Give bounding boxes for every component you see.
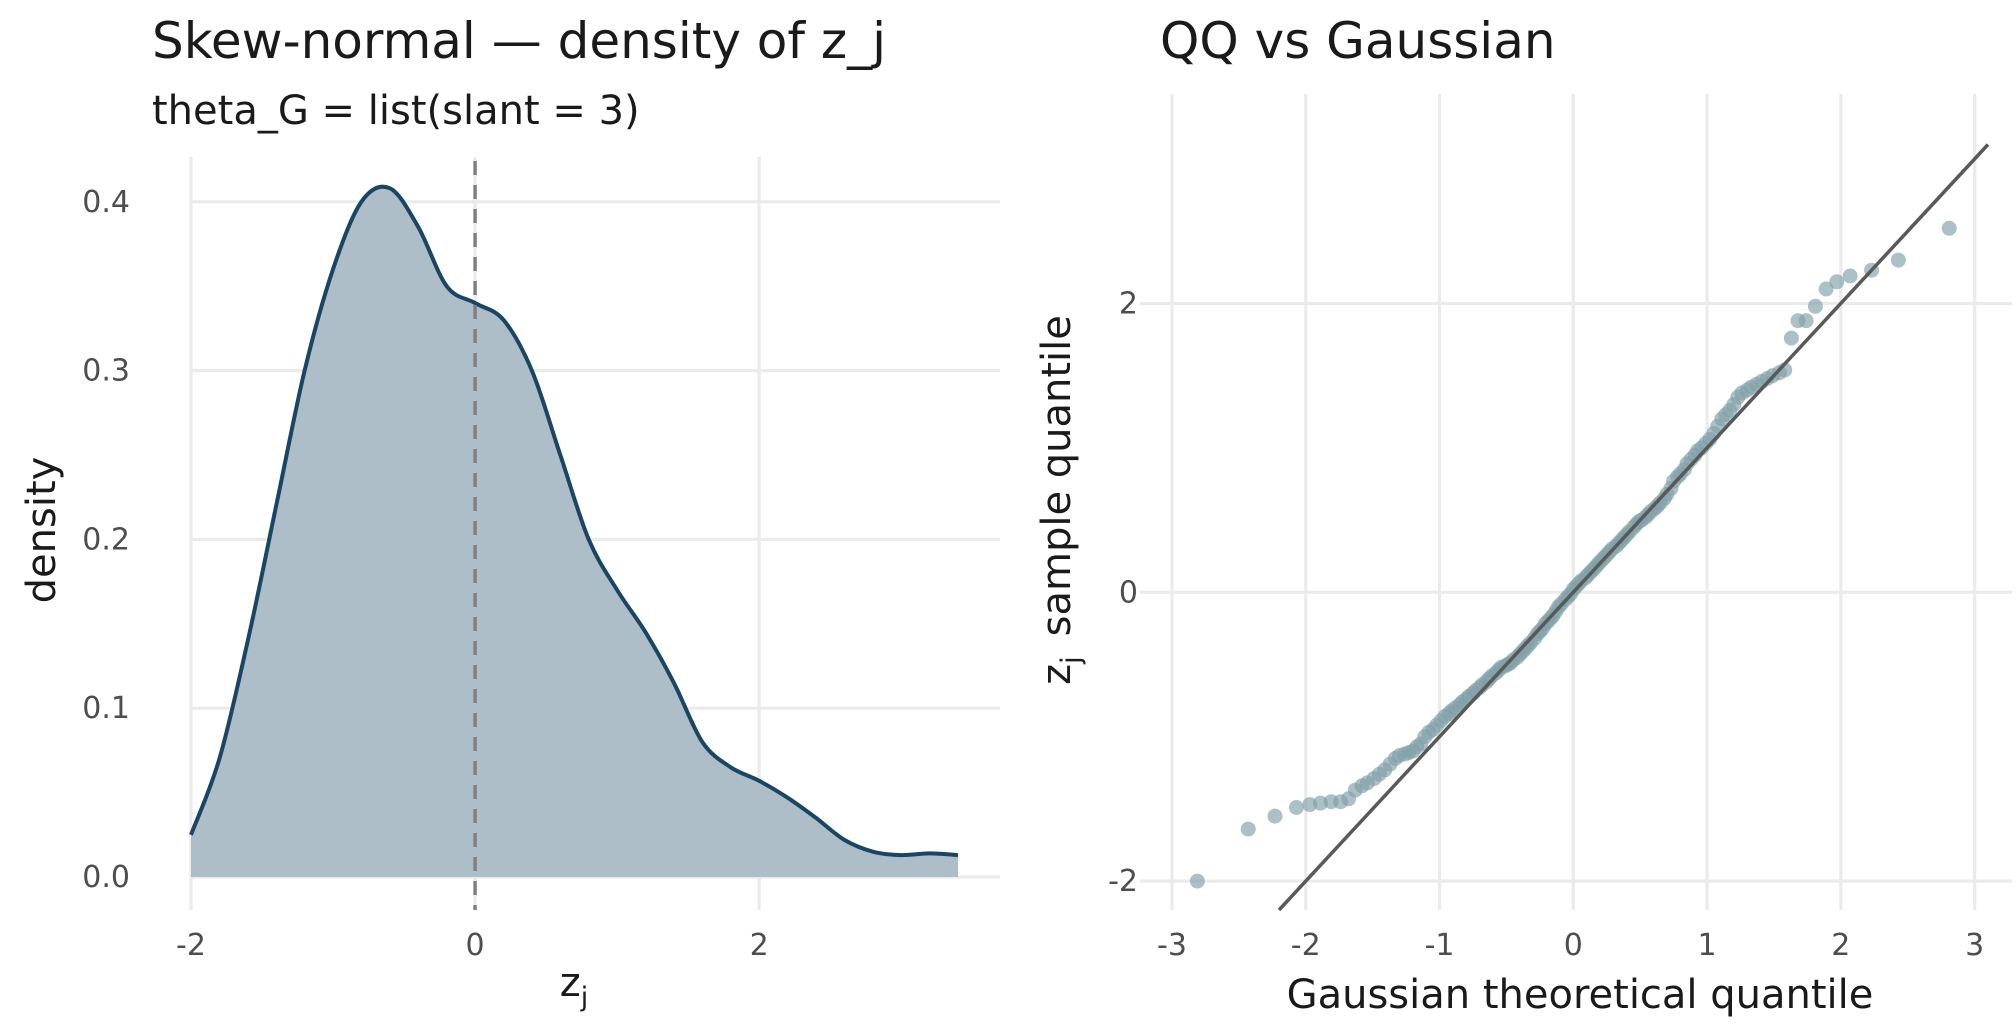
right-gridlines bbox=[1140, 94, 2012, 910]
right-x-tick-label: -2 bbox=[1291, 928, 1321, 963]
right-x-tick-label: -1 bbox=[1425, 928, 1455, 963]
left-x-tick-label: 0 bbox=[466, 928, 485, 963]
qq-point bbox=[1783, 330, 1799, 346]
left-x-axis-title-main: z bbox=[560, 960, 581, 1006]
qq-point bbox=[1807, 298, 1823, 314]
right-x-tick-label: 1 bbox=[1698, 928, 1717, 963]
left-x-axis-title: zj bbox=[560, 960, 589, 1013]
right-panel: -2 0 2 -3 -2 -1 0 1 2 3 QQ vs Gaussian Gaussian t… bbox=[1034, 12, 2012, 1018]
qq-point bbox=[1240, 821, 1256, 837]
right-x-axis-title: Gaussian theoretical quantile bbox=[1287, 972, 1874, 1018]
qq-point bbox=[1941, 220, 1957, 236]
left-x-tick-label: 2 bbox=[750, 928, 769, 963]
left-x-axis-title-subscript: j bbox=[580, 982, 589, 1013]
left-y-axis-title: density bbox=[19, 457, 65, 604]
right-y-axis-title-subscript: j bbox=[1056, 656, 1087, 665]
right-y-axis-title-main: sample quantile bbox=[1034, 315, 1080, 636]
left-tick-labels: 0.0 0.1 0.2 0.3 0.4 -2 0 2 bbox=[82, 185, 768, 963]
qq-point bbox=[1798, 313, 1814, 329]
density-area bbox=[191, 186, 958, 877]
right-x-tick-label: -3 bbox=[1157, 928, 1187, 963]
right-tick-labels: -2 0 2 -3 -2 -1 0 1 2 3 bbox=[1108, 286, 1984, 963]
qq-point bbox=[1842, 268, 1858, 284]
right-y-tick-label: 0 bbox=[1119, 575, 1138, 610]
left-subtitle: theta_G = list(slant = 3) bbox=[152, 88, 640, 134]
right-title: QQ vs Gaussian bbox=[1160, 12, 1556, 70]
left-x-tick-label: -2 bbox=[176, 928, 206, 963]
right-y-tick-label: -2 bbox=[1108, 864, 1138, 899]
qq-point bbox=[1818, 281, 1834, 297]
right-y-tick-label: 2 bbox=[1119, 286, 1138, 321]
left-title: Skew-normal — density of z_j bbox=[152, 12, 886, 70]
right-x-tick-label: 3 bbox=[1965, 928, 1984, 963]
qq-point bbox=[1829, 274, 1845, 290]
right-y-axis-title: zj sample quantile bbox=[1034, 315, 1087, 685]
left-panel: 0.0 0.1 0.2 0.3 0.4 -2 0 2 Skew-normal — densit… bbox=[19, 12, 1000, 1013]
right-x-tick-label: 0 bbox=[1564, 928, 1583, 963]
left-y-tick-label: 0.3 bbox=[82, 354, 130, 389]
qq-point bbox=[1288, 800, 1304, 815]
qq-point bbox=[1189, 873, 1205, 889]
left-y-tick-label: 0.2 bbox=[82, 522, 130, 557]
density-line bbox=[189, 184, 959, 858]
left-y-tick-label: 0.4 bbox=[82, 185, 130, 220]
left-y-tick-label: 0.1 bbox=[82, 691, 130, 726]
qq-point bbox=[1890, 252, 1906, 268]
qq-reference-line bbox=[1277, 143, 1990, 912]
left-y-tick-label: 0.0 bbox=[82, 860, 130, 895]
right-x-tick-label: 2 bbox=[1831, 928, 1850, 963]
right-y-axis-title-prefix: z bbox=[1034, 664, 1080, 685]
qq-point bbox=[1267, 808, 1283, 824]
